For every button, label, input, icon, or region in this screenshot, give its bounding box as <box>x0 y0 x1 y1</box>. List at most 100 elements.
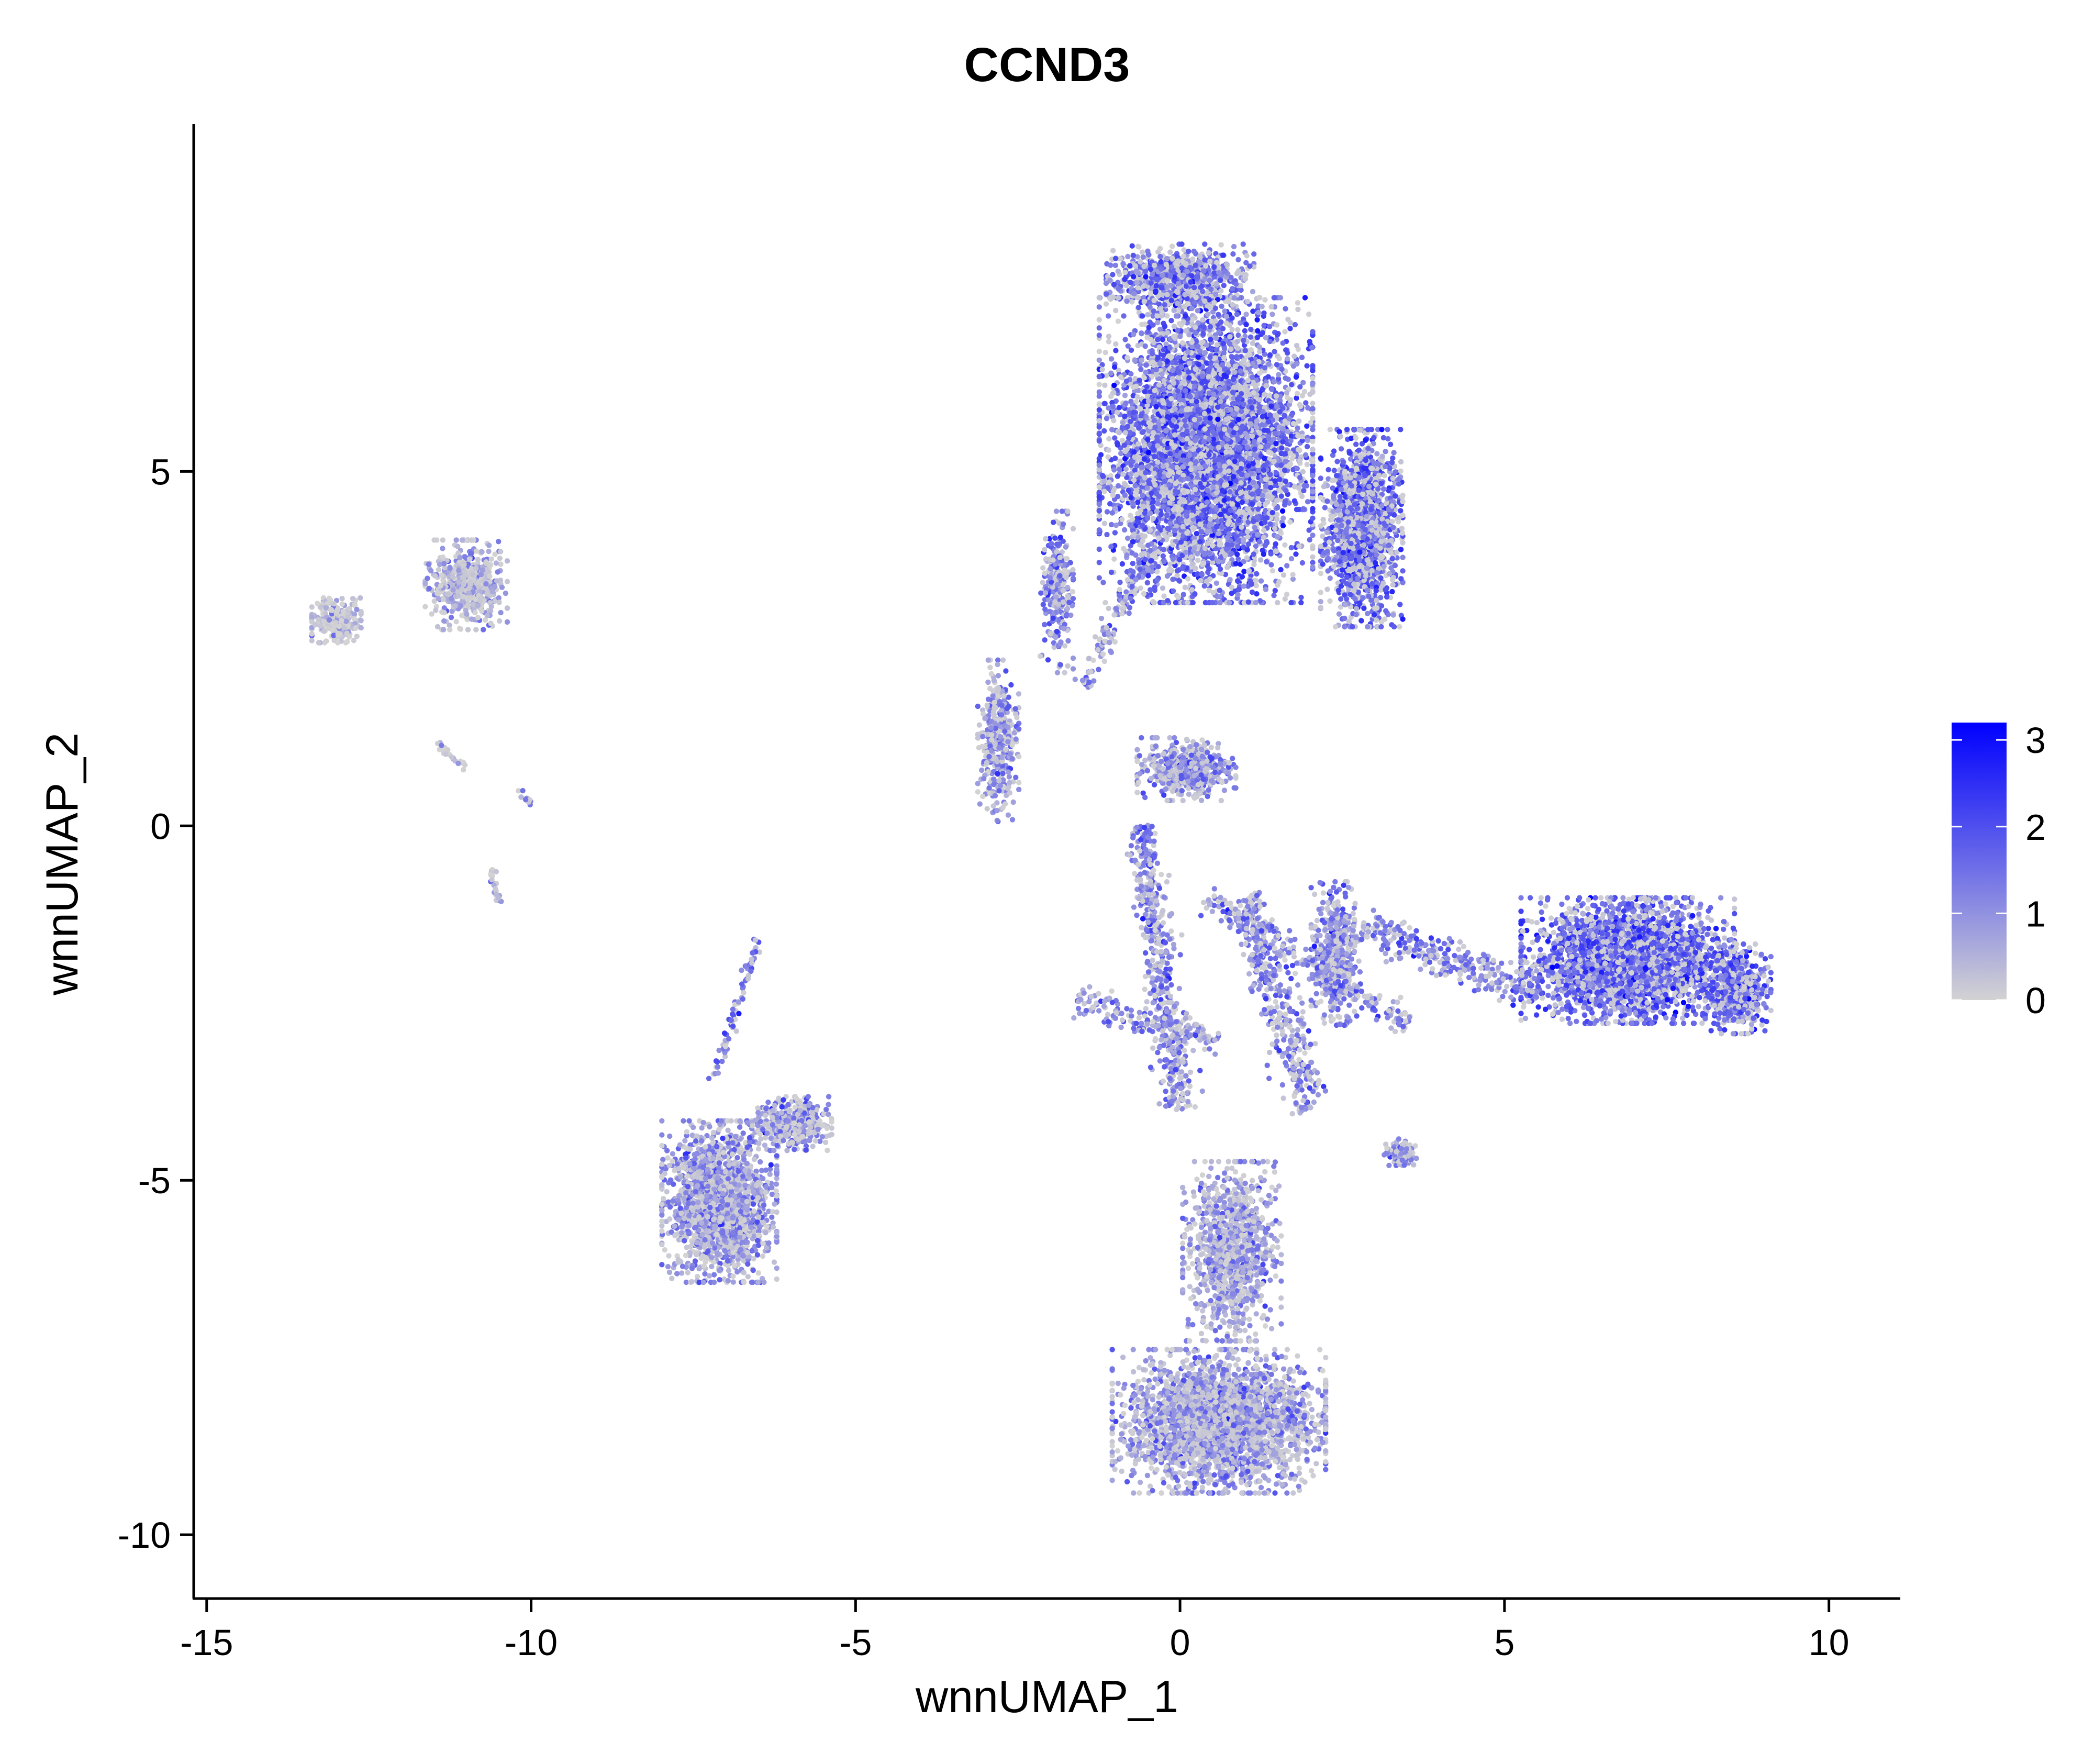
cell-point <box>1106 339 1112 345</box>
cell-point <box>1282 413 1287 418</box>
cell-point <box>1096 349 1102 354</box>
cell-point <box>1280 515 1286 521</box>
cell-point <box>1285 356 1290 362</box>
cell-point <box>1306 527 1312 533</box>
cell-point <box>1220 326 1226 331</box>
cell-point <box>1120 420 1126 426</box>
cell-point <box>1098 452 1104 458</box>
cell-point <box>1223 320 1229 326</box>
cell-point <box>1272 587 1278 594</box>
cell-point <box>1250 501 1255 507</box>
cell-point <box>1224 564 1230 571</box>
cell-point <box>1132 483 1138 489</box>
cell-point <box>1263 335 1269 341</box>
cell-point <box>1278 493 1284 499</box>
cell-point <box>1107 501 1113 507</box>
cell-point <box>1096 490 1102 495</box>
cell-point <box>1279 445 1285 451</box>
cell-point <box>1269 386 1275 392</box>
cell-point <box>1100 474 1106 480</box>
cell-point <box>1274 548 1279 554</box>
cell-point <box>1160 337 1166 342</box>
cell-point <box>1277 295 1284 301</box>
cell-point <box>1192 324 1198 330</box>
cell-point <box>1123 466 1129 472</box>
cell-point <box>1115 494 1121 500</box>
cell-point <box>1177 396 1183 403</box>
cell-point <box>1280 340 1286 346</box>
cell-point <box>1287 326 1293 331</box>
cell-point <box>1096 407 1102 413</box>
cell-point <box>1096 393 1102 399</box>
cell-point <box>1259 304 1265 309</box>
cell-point <box>1274 516 1280 522</box>
cell-point <box>1121 527 1128 533</box>
cell-point <box>1241 569 1247 574</box>
cell-point <box>1219 518 1224 524</box>
cell-point <box>1310 478 1316 484</box>
cell-point <box>1096 332 1102 338</box>
cell-point <box>1154 577 1160 583</box>
cell-point <box>1234 578 1241 584</box>
cell-point <box>1184 518 1189 524</box>
cell-point <box>1291 484 1298 490</box>
cell-point <box>1284 563 1290 569</box>
cell-point <box>1303 400 1309 406</box>
cell-point <box>1294 465 1300 472</box>
cell-point <box>1280 523 1286 529</box>
cell-point <box>1310 427 1316 432</box>
cell-point <box>1267 472 1273 478</box>
cell-point <box>1096 418 1102 424</box>
cell-point <box>1310 489 1316 495</box>
cell-point <box>1310 329 1316 335</box>
cell-point <box>1113 307 1119 314</box>
cell-point <box>1235 556 1241 562</box>
cell-point <box>1297 384 1303 390</box>
cell-point <box>1180 592 1186 597</box>
cell-point <box>1198 578 1204 583</box>
cell-point <box>1267 352 1273 358</box>
cell-point <box>1201 583 1207 589</box>
cell-point <box>1256 370 1263 376</box>
cell-point <box>1204 578 1210 584</box>
cell-point <box>1143 470 1149 475</box>
cell-point <box>1122 414 1128 419</box>
cell-point <box>1248 327 1254 332</box>
cell-point <box>1299 560 1306 566</box>
cell-point <box>1162 324 1168 329</box>
cell-point <box>1310 546 1316 551</box>
cell-point <box>1300 469 1306 475</box>
cell-point <box>1216 421 1222 427</box>
cell-point <box>1168 469 1174 474</box>
cell-point <box>1139 357 1144 363</box>
cell-point <box>1261 527 1267 534</box>
cell-point <box>1160 553 1166 559</box>
cell-point <box>1189 339 1195 345</box>
cell-point <box>1167 531 1173 537</box>
cell-point <box>1108 370 1114 376</box>
cell-point <box>1142 442 1148 448</box>
cell-point <box>1288 600 1294 606</box>
cell-point <box>1199 572 1205 578</box>
cell-point <box>1305 437 1311 443</box>
cell-point <box>1229 315 1235 321</box>
cell-point <box>1128 471 1134 477</box>
cell-point <box>1307 537 1312 543</box>
cell-point <box>1101 479 1107 484</box>
cell-point <box>1252 525 1258 531</box>
cell-point <box>1104 509 1110 515</box>
cell-point <box>1267 338 1273 345</box>
cell-point <box>1197 416 1203 422</box>
cell-point <box>1164 573 1171 579</box>
cell-point <box>1195 354 1201 360</box>
cell-point <box>1263 586 1269 592</box>
cell-point <box>1116 405 1122 411</box>
cell-point <box>1137 454 1142 460</box>
cell-point <box>1201 324 1207 330</box>
cell-point <box>1310 375 1316 381</box>
cell-point <box>1310 467 1316 473</box>
cell-point <box>1119 437 1126 443</box>
cell-point <box>1165 507 1171 513</box>
cell-point <box>1096 325 1102 331</box>
